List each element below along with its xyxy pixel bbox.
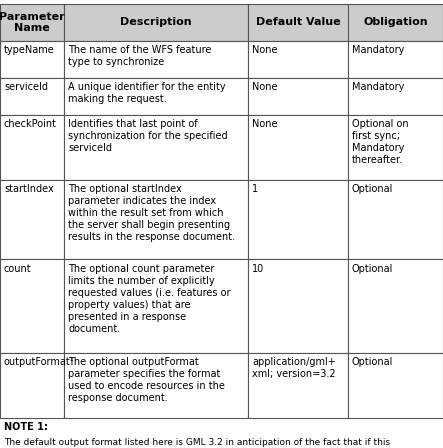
Bar xyxy=(348,259,443,353)
Bar xyxy=(0,115,64,180)
Text: The optional startIndex
parameter indicates the index
within the result set from: The optional startIndex parameter indica… xyxy=(68,184,235,242)
Bar xyxy=(248,353,348,418)
Bar xyxy=(64,4,248,41)
Bar xyxy=(348,180,443,259)
Text: outputFormat¹: outputFormat¹ xyxy=(4,357,74,367)
Text: None: None xyxy=(252,82,278,92)
Text: serviceId: serviceId xyxy=(4,82,48,92)
Bar xyxy=(0,41,64,78)
Text: Default Value: Default Value xyxy=(256,17,340,27)
Text: Optional: Optional xyxy=(352,184,393,194)
Text: count: count xyxy=(4,263,31,274)
Text: None: None xyxy=(252,45,278,55)
Text: None: None xyxy=(252,119,278,129)
Bar xyxy=(0,78,64,115)
Bar xyxy=(64,41,248,78)
Bar xyxy=(0,353,64,418)
Text: Optional: Optional xyxy=(352,263,393,274)
Bar xyxy=(248,115,348,180)
Text: application/gml+
xml; version=3.2: application/gml+ xml; version=3.2 xyxy=(252,357,336,379)
Bar xyxy=(64,78,248,115)
Text: startIndex: startIndex xyxy=(4,184,54,194)
Text: Optional: Optional xyxy=(352,357,393,367)
Bar xyxy=(348,115,443,180)
Bar xyxy=(64,353,248,418)
Text: The optional outputFormat
parameter specifies the format
used to encode resource: The optional outputFormat parameter spec… xyxy=(68,357,225,403)
Text: Mandatory: Mandatory xyxy=(352,82,404,92)
Text: Obligation: Obligation xyxy=(363,17,427,27)
Bar xyxy=(348,353,443,418)
Text: NOTE 1:: NOTE 1: xyxy=(4,422,48,432)
Bar xyxy=(248,41,348,78)
Text: Optional on
first sync;
Mandatory
thereafter.: Optional on first sync; Mandatory therea… xyxy=(352,119,408,165)
Text: typeName: typeName xyxy=(4,45,55,55)
Text: Mandatory: Mandatory xyxy=(352,45,404,55)
Text: checkPoint: checkPoint xyxy=(4,119,57,129)
Bar xyxy=(348,78,443,115)
Text: A unique identifier for the entity
making the request.: A unique identifier for the entity makin… xyxy=(68,82,226,104)
Bar xyxy=(248,4,348,41)
Bar xyxy=(64,115,248,180)
Text: Description: Description xyxy=(120,17,192,27)
Text: The name of the WFS feature
type to synchronize: The name of the WFS feature type to sync… xyxy=(68,45,212,67)
Bar xyxy=(348,41,443,78)
Text: 1: 1 xyxy=(252,184,258,194)
Text: 10: 10 xyxy=(252,263,264,274)
Bar xyxy=(248,259,348,353)
Bar xyxy=(348,4,443,41)
Text: The optional count parameter
limits the number of explicitly
requested values (i: The optional count parameter limits the … xyxy=(68,263,231,334)
Bar xyxy=(0,4,64,41)
Text: Identifies that last point of
synchronization for the specified
serviceId: Identifies that last point of synchroniz… xyxy=(68,119,228,153)
Bar xyxy=(0,259,64,353)
Text: The default output format listed here is GML 3.2 in anticipation of the fact tha: The default output format listed here is… xyxy=(4,438,390,447)
Bar xyxy=(248,180,348,259)
Bar xyxy=(64,180,248,259)
Bar xyxy=(64,259,248,353)
Bar xyxy=(248,78,348,115)
Bar xyxy=(0,180,64,259)
Text: Parameter
Name: Parameter Name xyxy=(0,12,65,33)
